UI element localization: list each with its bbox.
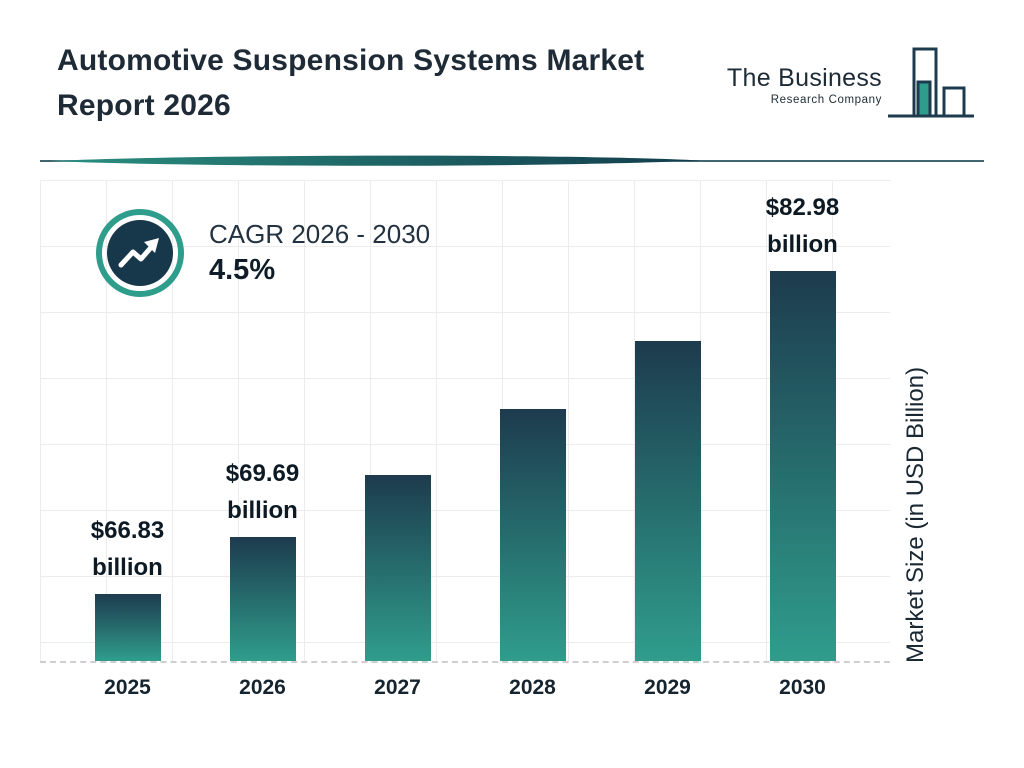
company-name: The Business: [726, 64, 882, 92]
company-subtitle: Research Company: [770, 94, 882, 106]
page-title: Automotive Suspension Systems Market Rep…: [57, 38, 644, 128]
bar-2026: [229, 537, 296, 661]
bar-2029: [634, 341, 701, 661]
cagr-value: 4.5%: [209, 254, 276, 286]
bar-2030: [769, 271, 836, 661]
x-axis-label-2025: 2025: [104, 676, 151, 699]
divider-line: [40, 155, 984, 166]
x-axis-label-2029: 2029: [644, 676, 691, 699]
cagr-badge: CAGR 2026 - 2030 4.5%: [95, 208, 430, 298]
bar-column-2027: [330, 180, 465, 661]
bar-column-2030: $82.98 billion: [735, 180, 870, 661]
x-axis-label-2030: 2030: [779, 676, 826, 699]
company-logo-text: The Business Research Company: [727, 64, 882, 106]
x-axis-label-2028: 2028: [509, 676, 556, 699]
bar-value-label-2026: $69.69 billion: [225, 459, 300, 524]
logo-bars-icon: [888, 47, 974, 118]
bar-value-label-2025: $66.83 billion: [90, 516, 165, 581]
chart-plot: $66.83 billion $69.69 billion $82.98 billion …: [40, 180, 890, 663]
logo-teal-bar: [916, 80, 932, 118]
cagr-texts: CAGR 2026 - 2030 4.5%: [209, 219, 430, 287]
bar-2027: [364, 475, 431, 661]
company-logo: The Business Research Company: [727, 46, 976, 122]
bar-2025: [94, 594, 161, 661]
page-title-line1: Automotive Suspension Systems Market: [57, 44, 645, 77]
bar-column-2028: [465, 180, 600, 661]
bar-column-2025: $66.83 billion: [60, 180, 195, 661]
y-axis-title: Market Size (in USD Billion): [902, 366, 929, 663]
cagr-label: CAGR 2026 - 2030: [209, 219, 431, 249]
bar-column-2029: [600, 180, 735, 661]
x-axis-label-2026: 2026: [239, 676, 286, 699]
bar-value-label-2030: $82.98 billion: [765, 193, 840, 258]
x-axis: 2025 2026 2027 2028 2029 2030: [40, 676, 890, 700]
x-axis-label-2027: 2027: [374, 676, 421, 699]
trend-arrow-icon: [96, 209, 184, 297]
header: Automotive Suspension Systems Market Rep…: [57, 38, 976, 128]
page-title-line2: Report 2026: [57, 89, 231, 122]
bar-columns: $66.83 billion $69.69 billion $82.98 billion: [40, 180, 890, 661]
bar-column-2026: $69.69 billion: [195, 180, 330, 661]
bar-2028: [499, 409, 566, 661]
